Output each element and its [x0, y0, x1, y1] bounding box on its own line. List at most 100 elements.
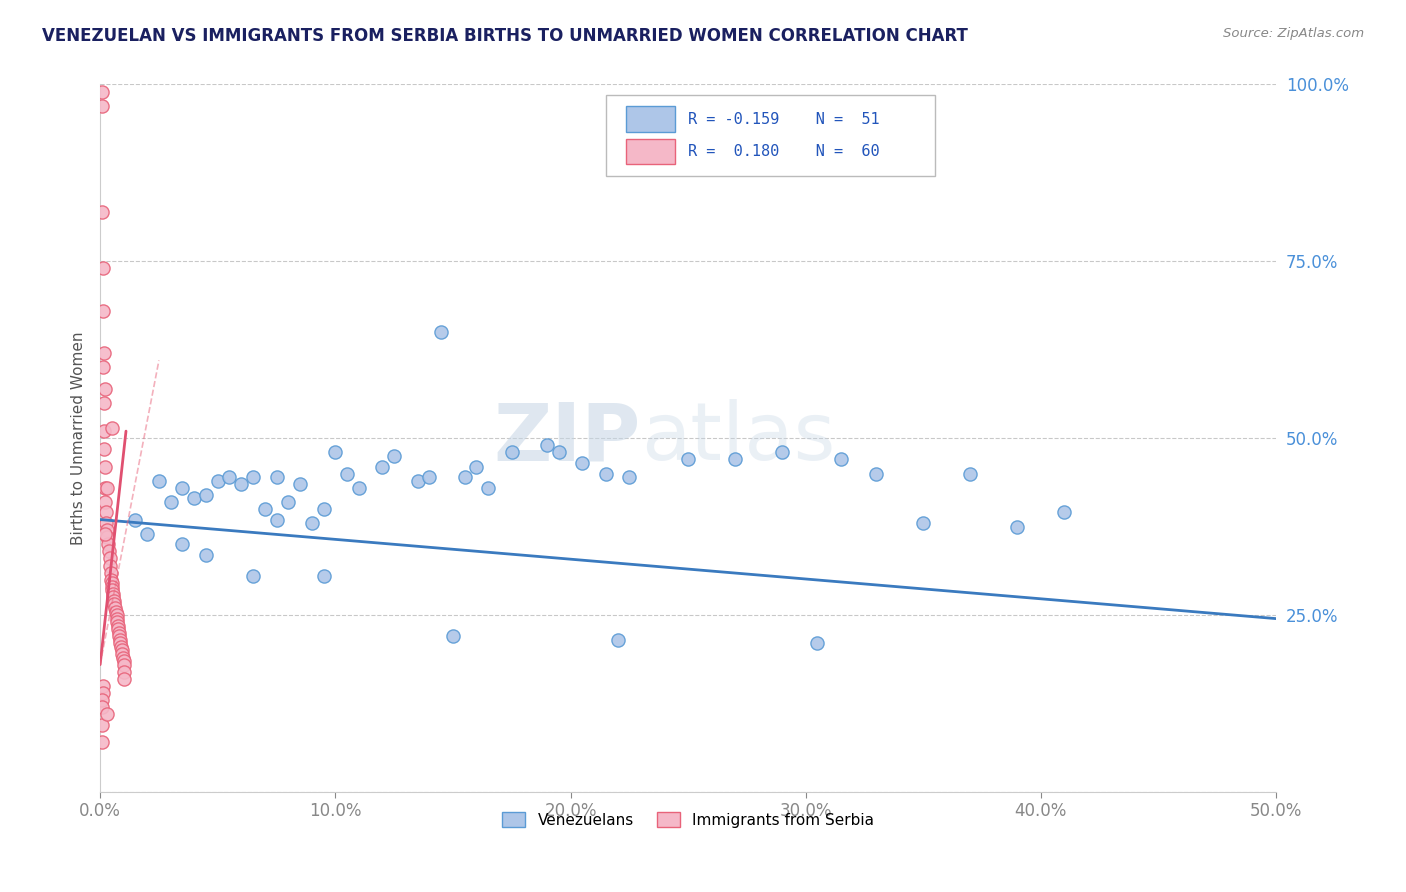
Point	[136, 526, 159, 541]
Point	[96, 530, 118, 544]
Text: R =  0.180    N =  60: R = 0.180 N = 60	[688, 145, 880, 159]
Point	[100, 573, 122, 587]
Point	[101, 587, 124, 601]
Point	[93, 346, 115, 360]
Point	[277, 495, 299, 509]
Point	[266, 512, 288, 526]
Point	[93, 396, 115, 410]
Point	[105, 608, 128, 623]
Point	[865, 467, 887, 481]
Point	[101, 583, 124, 598]
Point	[242, 569, 264, 583]
Point	[172, 537, 194, 551]
Point	[231, 477, 253, 491]
Point	[676, 452, 699, 467]
Point	[112, 657, 135, 672]
Point	[91, 686, 114, 700]
Point	[110, 636, 132, 650]
Point	[101, 420, 124, 434]
Point	[107, 622, 129, 636]
FancyBboxPatch shape	[626, 139, 675, 164]
Point	[91, 303, 114, 318]
Text: VENEZUELAN VS IMMIGRANTS FROM SERBIA BIRTHS TO UNMARRIED WOMEN CORRELATION CHART: VENEZUELAN VS IMMIGRANTS FROM SERBIA BIR…	[42, 27, 969, 45]
Point	[96, 707, 118, 722]
Legend: Venezuelans, Immigrants from Serbia: Venezuelans, Immigrants from Serbia	[496, 806, 880, 834]
Point	[90, 700, 112, 714]
Point	[104, 601, 127, 615]
Point	[94, 459, 117, 474]
Point	[112, 654, 135, 668]
Point	[110, 640, 132, 654]
Text: R = -0.159    N =  51: R = -0.159 N = 51	[688, 112, 880, 127]
Point	[96, 523, 118, 537]
Point	[959, 467, 981, 481]
Point	[90, 85, 112, 99]
Point	[110, 643, 132, 657]
Point	[207, 474, 229, 488]
Point	[97, 544, 120, 558]
Point	[430, 325, 453, 339]
Point	[93, 360, 115, 375]
Point	[90, 98, 112, 112]
Point	[242, 470, 264, 484]
Y-axis label: Births to Unmarried Women: Births to Unmarried Women	[72, 332, 86, 545]
Text: atlas: atlas	[641, 400, 835, 477]
Point	[1053, 506, 1076, 520]
Point	[159, 495, 181, 509]
FancyBboxPatch shape	[606, 95, 935, 177]
Point	[371, 459, 394, 474]
Point	[288, 477, 311, 491]
Point	[194, 488, 217, 502]
Point	[103, 591, 125, 605]
Point	[90, 693, 112, 707]
Point	[465, 459, 488, 474]
Point	[724, 452, 747, 467]
Point	[124, 512, 146, 526]
Point	[477, 481, 499, 495]
Point	[111, 647, 134, 661]
Point	[301, 516, 323, 530]
Point	[108, 632, 131, 647]
Point	[501, 445, 523, 459]
Point	[183, 491, 205, 506]
Point	[194, 548, 217, 562]
Point	[912, 516, 935, 530]
Point	[93, 442, 115, 456]
Point	[312, 502, 335, 516]
Point	[253, 502, 276, 516]
Point	[382, 449, 405, 463]
Point	[101, 580, 124, 594]
Point	[91, 261, 114, 276]
Point	[93, 424, 115, 438]
Point	[547, 445, 569, 459]
Point	[101, 576, 124, 591]
Point	[94, 382, 117, 396]
Point	[312, 569, 335, 583]
Point	[108, 625, 131, 640]
Point	[112, 672, 135, 686]
Text: Source: ZipAtlas.com: Source: ZipAtlas.com	[1223, 27, 1364, 40]
Point	[100, 566, 122, 580]
Point	[218, 470, 240, 484]
Point	[96, 481, 118, 495]
Point	[108, 629, 131, 643]
Point	[441, 629, 464, 643]
Point	[536, 438, 558, 452]
Point	[1007, 519, 1029, 533]
Point	[323, 445, 346, 459]
Point	[94, 481, 117, 495]
Point	[418, 470, 440, 484]
Point	[347, 481, 370, 495]
Point	[104, 605, 127, 619]
Point	[105, 612, 128, 626]
Point	[571, 456, 593, 470]
Point	[336, 467, 359, 481]
Point	[266, 470, 288, 484]
Point	[97, 537, 120, 551]
Point	[103, 594, 125, 608]
Point	[112, 665, 135, 679]
Point	[90, 717, 112, 731]
Point	[98, 551, 121, 566]
Point	[111, 650, 134, 665]
Point	[770, 445, 793, 459]
